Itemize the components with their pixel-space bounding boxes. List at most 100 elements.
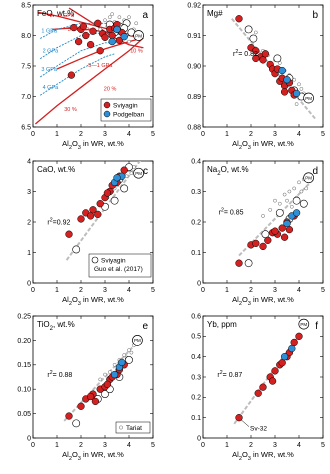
y-tick-label: 0.6 [191,313,201,320]
plot-frame [32,315,154,439]
x-axis-label: Al2O3 in WR, wt.% [232,139,294,151]
data-point-tariat [268,207,273,212]
data-point-podgelban [283,219,291,228]
x-tick-label: 1 [55,131,59,138]
data-point-tariat [285,198,289,203]
panel-letter: e [142,321,148,332]
data-point-guo [292,196,301,205]
x-tick-label: 2 [249,287,253,294]
sample-label: Sv-32 [250,426,267,433]
plot-frame [202,315,324,439]
x-tick-label: 3 [103,442,107,449]
x-tick-label: 0 [31,287,35,294]
pm-label: PM [300,322,307,327]
y-tick-label: 0.1 [191,250,201,257]
plot-frame [202,4,324,128]
data-point-sviyagin [70,23,78,32]
y-tick-label: 4 [27,158,31,165]
curve-annotation: 30 % [64,107,77,113]
data-point-tariat [127,39,131,44]
x-tick-label: 2 [79,131,83,138]
x-tick-label: 5 [321,442,325,449]
data-point-sviyagin [86,41,95,49]
x-tick-label: 1 [225,131,229,138]
data-point-sviyagin [252,47,260,55]
y-tick-label: 3 [27,189,31,196]
data-point-sviyagin [86,212,95,220]
data-point-tariat [277,201,282,206]
melting-curve-red [56,37,144,70]
data-point-pm [303,92,314,104]
y-tick-label: 7.5 [21,63,31,70]
data-point-sviyagin [103,380,112,388]
y-tick-label: 0.2 [191,395,201,402]
y-tick-label: 7.0 [21,94,31,101]
curve-annotation: 2 GPa [43,49,60,55]
y-tick-label: 2 [27,219,31,226]
data-point-sviyagin [79,22,88,31]
data-point-sviyagin [101,33,109,41]
data-point-guo [72,419,81,428]
data-point-sviyagin [252,239,260,248]
model-curves [231,18,317,121]
data-points: PM [235,318,310,422]
x-tick-label: 3 [273,131,277,138]
x-tick-label: 5 [151,131,155,138]
pm-label: PM [135,33,142,38]
data-point-guo [299,199,308,208]
data-point-sviyagin [268,377,277,385]
y-tick-label: 0.15 [17,362,31,369]
x-tick-label: 2 [79,442,83,449]
x-axis-label: Al2O3 in WR, wt.% [62,450,124,462]
data-point-guo [110,196,119,205]
data-point-pm [298,318,310,330]
panel-letter: f [315,321,318,332]
data-points: PM [235,15,314,106]
x-tick-label: 3 [103,287,107,294]
panel-title: Mg# [207,9,223,18]
panel-a: 0 1 2 3 4 5 6.5 7.0 7.5 8.0 8.5 Al2O3 in WR, wt.% PM… [21,2,155,151]
pm-label: PM [134,338,141,343]
data-point-tariat [103,18,107,23]
data-point-sviyagin [259,383,267,391]
data-point-sviyagin [108,31,116,40]
curve-annotation: 10 % [130,49,143,55]
data-point-sviyagin [96,200,104,208]
y-tick-label: 0.3 [191,374,201,381]
x-tick-label: 4 [297,131,301,138]
data-point-sviyagin [115,36,124,45]
y-tick-label: 0.88 [187,124,201,131]
r-squared-label: r2= 0.82 [233,49,258,58]
pm-label: PM [305,176,312,181]
data-points: PM [65,335,143,428]
data-point-podgelban [120,33,128,41]
y-tick-label: 0 [27,280,31,287]
legend-marker-sviyagin [103,101,111,109]
curve-annotation: 20 % [104,86,117,92]
y-tick-label: 0 [197,435,201,442]
y-tick-label: 0.20 [17,338,31,345]
data-points: PM [67,12,144,79]
data-point-tariat [103,372,107,377]
data-point-guo [249,34,258,43]
panel-f: 0 1 2 3 4 5 0 0.1 0.2 0.3 0.4 0.5 0.6 Al2O3 in WR, wt… [191,313,325,462]
y-tick-label: 0.25 [17,313,31,320]
y-tick-label: 8.5 [21,2,31,9]
panel-e: 0 1 2 3 4 5 0 0.05 0.10 0.15 0.20 0.25 Al2O3 in WR, … [17,313,155,462]
legend-box [115,421,151,434]
data-point-tariat [299,189,304,194]
data-point-podgelban [108,37,116,46]
data-point-sviyagin [91,397,100,406]
trend-line [231,18,317,121]
data-point-tariat [289,204,294,209]
data-point-sviyagin [77,215,85,223]
x-tick-label: 3 [273,287,277,294]
panel-d: 0 1 2 3 4 5 0 0.1 0.2 0.3 0.4 Al2O3 in WR, wt.% PM Na… [191,158,325,307]
x-tick-label: 4 [297,442,301,449]
x-tick-label: 0 [201,131,205,138]
data-point-podgelban [110,370,119,379]
data-point-tariat [261,214,265,218]
data-point-tariat [282,192,287,197]
